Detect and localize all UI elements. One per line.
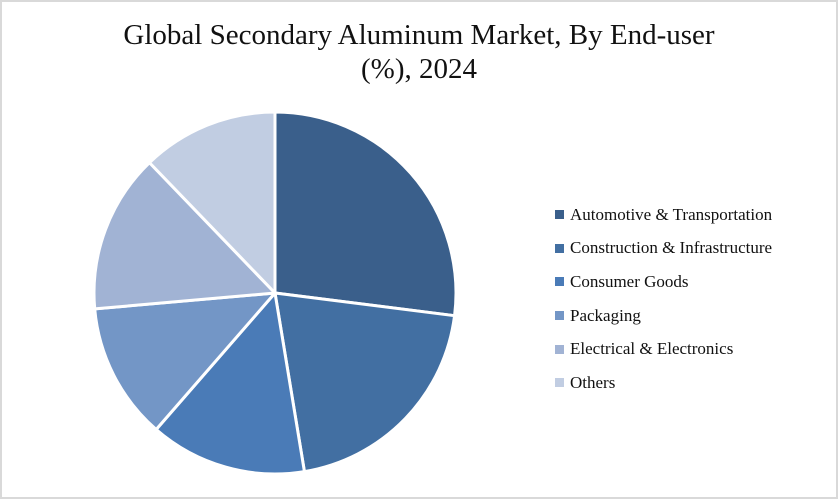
pie-slice-consumer-goods: [154, 291, 306, 476]
pie-slice-automotive-transportation: [273, 110, 458, 318]
legend-swatch: [555, 210, 564, 220]
legend-label: Others: [570, 372, 616, 392]
legend: Automotive & Transportation Construction…: [555, 198, 772, 400]
legend-label: Consumer Goods: [570, 271, 689, 291]
legend-item: Consumer Goods: [555, 265, 772, 299]
legend-label: Automotive & Transportation: [570, 204, 773, 224]
chart-title-line-2: (%), 2024: [361, 53, 477, 85]
legend-swatch: [555, 344, 564, 354]
legend-swatch: [555, 277, 564, 287]
legend-item: Packaging: [555, 299, 772, 333]
legend-item: Automotive & Transportation: [555, 198, 772, 232]
legend-item: Electrical & Electronics: [555, 332, 772, 366]
legend-label: Electrical & Electronics: [570, 339, 734, 359]
legend-item: Construction & Infrastructure: [555, 232, 772, 266]
legend-swatch: [555, 243, 564, 253]
pie-slices: [92, 110, 458, 476]
legend-swatch: [555, 378, 564, 388]
pie-slice-others: [147, 110, 277, 295]
legend-item: Others: [555, 366, 772, 400]
chart-title-line-1: Global Secondary Aluminum Market, By End…: [123, 19, 715, 51]
legend-label: Packaging: [570, 305, 641, 325]
pie-slice-electrical-electronics: [92, 161, 277, 311]
chart-title: Global Secondary Aluminum Market, By End…: [2, 18, 836, 86]
pie-slice-construction-infrastructure: [273, 291, 457, 474]
legend-label: Construction & Infrastructure: [570, 238, 773, 258]
legend-swatch: [555, 311, 564, 321]
pie-slice-packaging: [93, 291, 277, 432]
